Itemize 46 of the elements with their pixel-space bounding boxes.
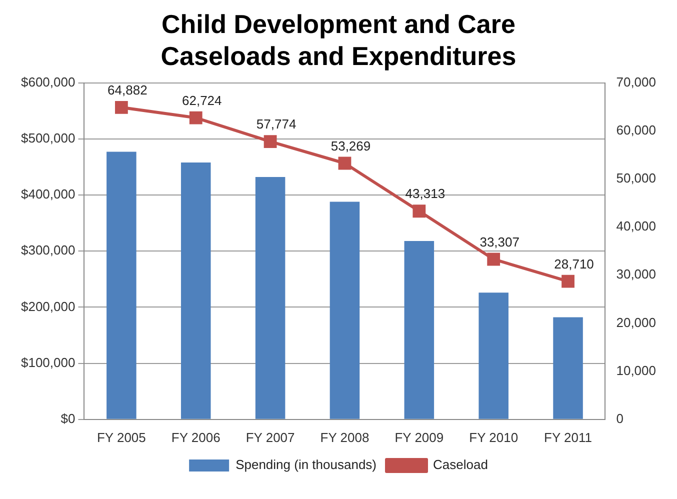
bar: [553, 317, 583, 419]
data-label: 62,724: [182, 92, 222, 108]
data-label: 53,269: [330, 138, 371, 154]
x-tick-label: FY 2011: [544, 430, 592, 445]
point: [189, 111, 202, 124]
y2-tick-label: 70,000: [616, 74, 656, 90]
data-label: 28,710: [554, 256, 594, 272]
legend-label: Caseload: [433, 457, 488, 472]
legend-label: Spending (in thousands): [236, 457, 377, 472]
point: [412, 204, 426, 218]
y2-tick-label: 30,000: [616, 266, 656, 282]
y2-tick-label: 10,000: [616, 362, 656, 378]
y2-tick-label: 0: [616, 410, 624, 426]
y-tick-label: $500,000: [20, 130, 76, 146]
data-label: 43,313: [405, 186, 446, 202]
bar: [180, 162, 211, 419]
bar: [255, 177, 286, 419]
point: [114, 100, 128, 114]
y-tick-label: $100,000: [20, 354, 76, 370]
chart-title: Child Development and Care Caseloads and Expenditures: [160, 8, 518, 72]
x-tick-label: FY 2005: [96, 430, 146, 445]
y2-tick-label: 60,000: [616, 122, 656, 138]
point: [338, 156, 352, 170]
y-tick-label: $300,000: [20, 242, 76, 258]
y2-tick-label: 50,000: [616, 170, 656, 186]
y-tick-label: $400,000: [20, 186, 76, 202]
y-tick-label: $600,000: [20, 74, 76, 90]
y-tick-label: $0: [60, 410, 76, 426]
data-label: 57,774: [256, 116, 296, 132]
x-tick-label: FY 2009: [394, 430, 444, 445]
data-label: 33,307: [480, 234, 520, 250]
point: [562, 274, 574, 288]
data-label: 64,882: [108, 82, 148, 98]
point: [264, 135, 277, 148]
y2-tick-label: 40,000: [616, 218, 656, 234]
bar: [106, 152, 136, 419]
x-tick-label: FY 2007: [246, 430, 295, 445]
y2-tick-label: 20,000: [616, 314, 656, 330]
point: [487, 252, 500, 266]
bar: [404, 241, 434, 419]
x-tick-label: FY 2008: [320, 430, 370, 445]
y-tick-label: $200,000: [20, 298, 76, 314]
x-tick-label: FY 2010: [469, 430, 518, 445]
bar: [478, 292, 508, 419]
bar: [330, 202, 360, 419]
x-tick-label: FY 2006: [171, 430, 220, 445]
